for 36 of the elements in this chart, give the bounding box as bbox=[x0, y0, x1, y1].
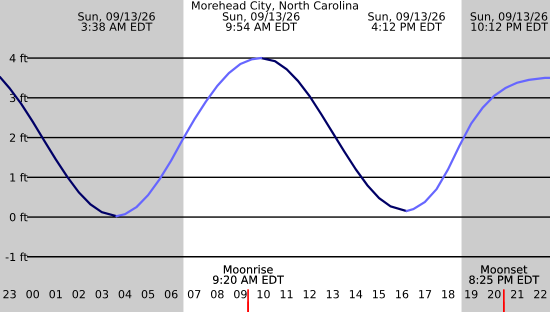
x-tick-label: 20 bbox=[488, 290, 501, 298]
y-tick-label: -1 ft bbox=[6, 252, 28, 261]
x-tick-label: 02 bbox=[72, 290, 85, 298]
x-tick-label: 01 bbox=[49, 290, 62, 298]
x-tick-label: 18 bbox=[442, 290, 454, 298]
chart-title: Morehead City, North Carolina bbox=[192, 1, 358, 12]
x-tick-label: 22 bbox=[534, 290, 546, 298]
x-tick-label: 17 bbox=[419, 290, 432, 298]
x-tick-label: 09 bbox=[234, 290, 247, 298]
x-tick-label: 04 bbox=[118, 290, 132, 298]
annotation: Sun, 09/13/26 9:54 AM EDT bbox=[222, 12, 300, 31]
y-tick-label: 0 ft bbox=[10, 212, 28, 222]
y-tick-label: 4 ft bbox=[10, 54, 28, 62]
y-tick-label: 1 ft bbox=[10, 173, 28, 182]
x-tick-label: 10 bbox=[258, 290, 270, 298]
annotation: Sun, 09/13/26 10:12 PM EDT bbox=[470, 12, 548, 31]
x-tick-label: 00 bbox=[26, 290, 40, 298]
x-tick-label: 23 bbox=[3, 290, 16, 298]
x-tick-label: 08 bbox=[210, 290, 224, 298]
x-tick-label: 15 bbox=[372, 290, 385, 298]
x-tick-label: 06 bbox=[164, 290, 178, 298]
annotation: Sun, 09/13/26 4:12 PM EDT bbox=[368, 12, 445, 31]
x-tick-label: 11 bbox=[280, 290, 293, 298]
x-tick-label: 07 bbox=[188, 290, 200, 298]
x-tick-label: 21 bbox=[511, 290, 524, 298]
x-tick-label: 16 bbox=[396, 290, 408, 298]
annotation: Sun, 09/13/26 3:38 AM EDT bbox=[78, 12, 155, 31]
x-tick-label: 03 bbox=[96, 290, 108, 298]
y-tick-label: 2 ft bbox=[10, 133, 28, 142]
ref-line-label: Moonset 8:25 PM EDT bbox=[469, 265, 540, 284]
x-tick-label: 13 bbox=[326, 290, 339, 298]
x-tick-label: 19 bbox=[465, 290, 478, 298]
x-tick-label: 12 bbox=[304, 290, 316, 298]
ref-line-label: Moonrise 9:20 AM EDT bbox=[212, 265, 284, 284]
x-tick-label: 05 bbox=[142, 290, 154, 298]
x-tick-label: 14 bbox=[350, 290, 362, 298]
